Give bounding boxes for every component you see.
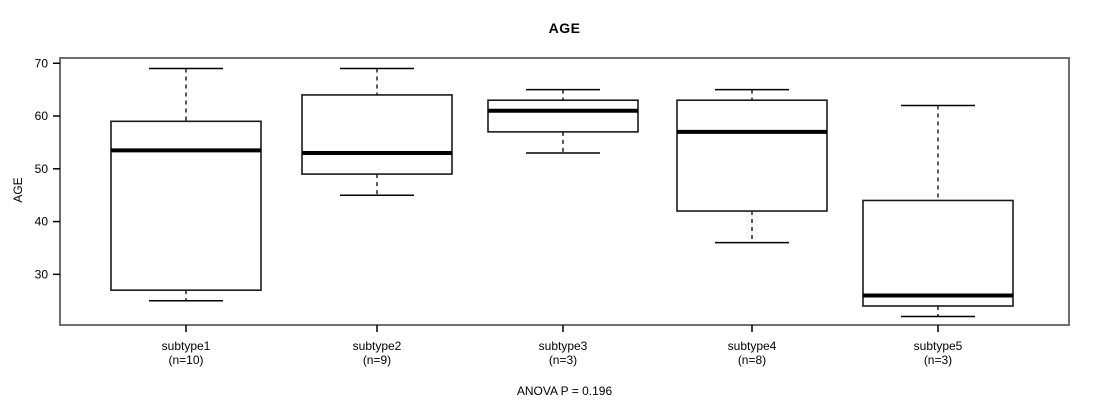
anova-annotation: ANOVA P = 0.196 [516, 384, 613, 398]
y-tick-label: 50 [35, 162, 49, 176]
x-tick-label: subtype3 [539, 339, 588, 353]
chart-title: AGE [548, 20, 581, 36]
y-tick-label: 40 [35, 215, 49, 229]
x-tick-sublabel: (n=8) [738, 353, 766, 367]
x-tick-sublabel: (n=9) [363, 353, 391, 367]
iqr-box [301, 94, 453, 175]
y-tick-label: 30 [35, 267, 49, 281]
iqr-box [676, 99, 828, 212]
x-tick-sublabel: (n=10) [168, 353, 203, 367]
x-tick-label: subtype5 [914, 339, 963, 353]
x-tick-label: subtype1 [162, 339, 211, 353]
plot-frame [59, 57, 1070, 326]
y-tick-label: 70 [35, 56, 49, 70]
iqr-box [862, 199, 1014, 307]
x-tick-sublabel: (n=3) [924, 353, 952, 367]
y-tick-label: 60 [35, 109, 49, 123]
x-tick-label: subtype2 [353, 339, 402, 353]
iqr-box [487, 99, 639, 133]
x-tick-sublabel: (n=3) [549, 353, 577, 367]
x-tick-label: subtype4 [728, 339, 777, 353]
iqr-box [110, 120, 262, 291]
